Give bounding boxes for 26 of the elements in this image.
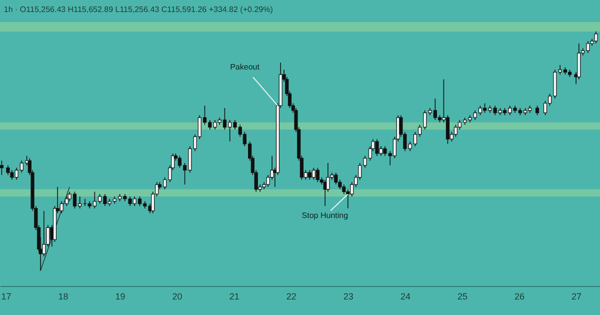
candlestick bbox=[535, 105, 540, 116]
x-tick-label: 25 bbox=[457, 292, 468, 302]
candlestick bbox=[0, 160, 4, 176]
x-tick-label: 18 bbox=[58, 292, 68, 302]
x-tick-label: 19 bbox=[115, 292, 126, 302]
x-tick-label: 24 bbox=[400, 292, 410, 302]
x-tick-label: 23 bbox=[343, 292, 354, 302]
x-tick-label: 26 bbox=[514, 292, 525, 302]
candlestick bbox=[594, 31, 598, 44]
x-tick-label: 22 bbox=[286, 292, 296, 302]
candlestick bbox=[312, 167, 316, 180]
candlestick bbox=[375, 138, 379, 156]
candlestick bbox=[577, 43, 581, 80]
x-tick-label: 21 bbox=[229, 292, 240, 302]
candlestick bbox=[316, 167, 320, 183]
x-tick-label: 20 bbox=[172, 292, 182, 302]
x-tick-label: 17 bbox=[1, 292, 12, 302]
candlestick bbox=[446, 114, 450, 144]
candlestick bbox=[454, 124, 458, 138]
x-tick-label: 27 bbox=[572, 292, 582, 302]
chart-title: 1h · O115,256.43 H115,652.89 L115,256.43 C115,591.26 +334.82 (+0.29%) bbox=[4, 5, 274, 14]
candlestick bbox=[6, 165, 10, 176]
candlestick bbox=[308, 170, 312, 180]
candlestick bbox=[543, 100, 548, 116]
annotation: Stop Hunting bbox=[302, 211, 348, 220]
annotation: Pakeout bbox=[230, 62, 260, 72]
